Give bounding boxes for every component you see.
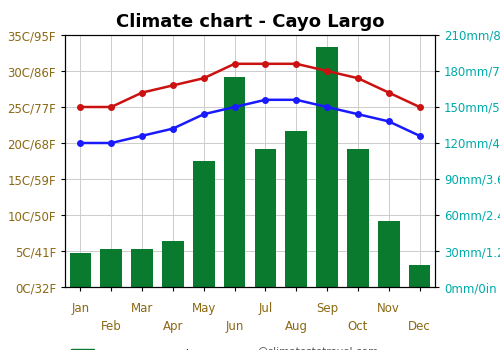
Bar	[254, 149, 276, 287]
Bar	[316, 47, 338, 287]
Text: Jul: Jul	[258, 302, 272, 315]
Bar	[193, 161, 214, 287]
Bar	[378, 221, 400, 287]
Text: Jun: Jun	[226, 320, 244, 333]
Bar	[162, 241, 184, 287]
Text: Mar: Mar	[131, 302, 154, 315]
Bar	[409, 265, 430, 287]
Text: Aug: Aug	[285, 320, 308, 333]
Bar	[132, 248, 153, 287]
Legend: Prec, Min, Max: Prec, Min, Max	[72, 349, 268, 350]
Text: Jan: Jan	[72, 302, 90, 315]
Text: Feb: Feb	[101, 320, 121, 333]
Text: Oct: Oct	[348, 320, 368, 333]
Text: Dec: Dec	[408, 320, 431, 333]
Bar	[70, 253, 91, 287]
Text: Apr: Apr	[162, 320, 183, 333]
Bar	[347, 149, 368, 287]
Title: Climate chart - Cayo Largo: Climate chart - Cayo Largo	[116, 13, 384, 31]
Text: @climatestotravel.com: @climatestotravel.com	[258, 346, 378, 350]
Text: May: May	[192, 302, 216, 315]
Text: Sep: Sep	[316, 302, 338, 315]
Text: Nov: Nov	[378, 302, 400, 315]
Bar	[100, 248, 122, 287]
Bar	[224, 77, 246, 287]
Bar	[286, 131, 307, 287]
